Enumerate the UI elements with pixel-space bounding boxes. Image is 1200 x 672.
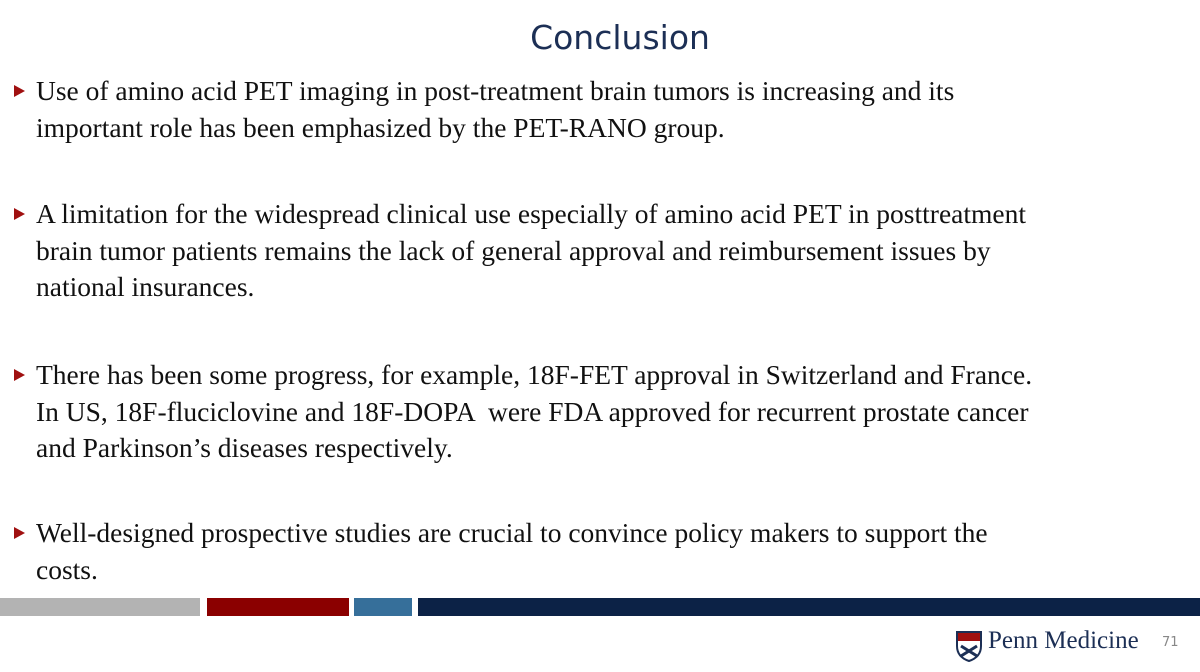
bullet-marker — [14, 527, 25, 539]
bullet-text: and Parkinson’s diseases respectively. — [36, 432, 453, 463]
bullet-text: important role has been emphasized by th… — [36, 111, 725, 143]
bullet-text: costs. — [36, 553, 98, 585]
bullet-text: There has been some progress, for exampl… — [36, 359, 1033, 390]
logo-shield — [956, 631, 982, 662]
bullet-text: In US, 18F-fluciclovine and 18F-DOPA wer… — [36, 395, 1029, 427]
footer-bar — [418, 598, 1200, 616]
bullet-marker — [14, 369, 25, 381]
bullet-text: brain tumor patients remains the lack of… — [36, 234, 991, 266]
footer-bar — [354, 598, 412, 616]
slide-title: Conclusion — [530, 18, 710, 57]
bullet-marker — [14, 85, 25, 97]
bullet-text: Use of amino acid PET imaging in post-tr… — [36, 75, 955, 106]
bullet-text: A limitation for the widespread clinical… — [36, 198, 1026, 229]
footer-bar — [0, 598, 200, 616]
bullet-text: Well-designed prospective studies are cr… — [36, 517, 988, 548]
footer-bar — [207, 598, 349, 616]
bullet-marker — [14, 208, 25, 220]
bullet-text: national insurances. — [36, 271, 255, 302]
page-number: 71 — [1162, 635, 1179, 650]
brand-name: Penn Medicine — [988, 627, 1139, 654]
